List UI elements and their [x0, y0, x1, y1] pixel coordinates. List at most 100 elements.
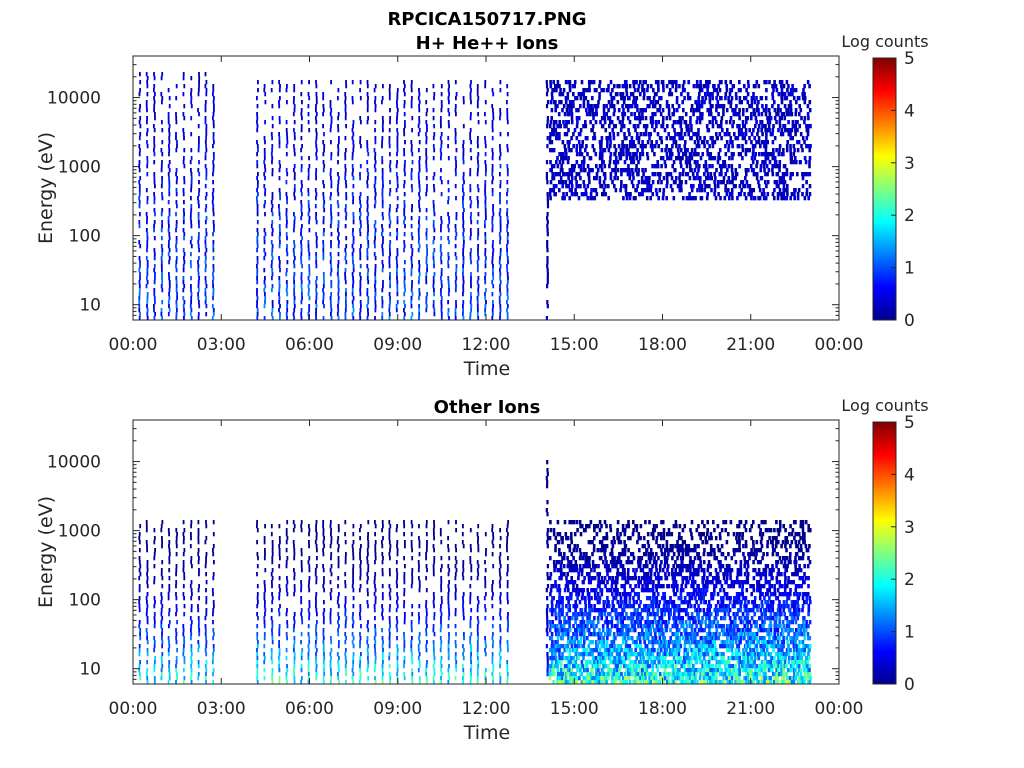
heatmap-cell: [359, 660, 362, 665]
heatmap-cell: [301, 292, 303, 297]
heatmap-cell: [582, 164, 585, 169]
heatmap-cell: [389, 556, 391, 561]
heatmap-cell: [278, 116, 281, 121]
heatmap-cell: [404, 224, 406, 229]
heatmap-cell: [344, 316, 347, 321]
heatmap-cell: [175, 316, 178, 321]
heatmap-cell: [381, 200, 384, 205]
heatmap-cell: [315, 244, 318, 249]
heatmap-cell: [190, 116, 193, 121]
heatmap-cell: [183, 232, 186, 237]
heatmap-cell: [499, 316, 501, 321]
heatmap-cell: [762, 140, 765, 145]
heatmap-cell: [359, 116, 362, 121]
heatmap-cell: [374, 556, 377, 561]
heatmap-cell: [352, 564, 355, 569]
heatmap-cell: [734, 92, 738, 97]
heatmap-cell: [161, 300, 164, 305]
heatmap-cell: [344, 632, 347, 637]
heatmap-cell: [359, 536, 361, 541]
heatmap-cell: [623, 96, 626, 101]
heatmap-cell: [366, 548, 369, 553]
heatmap-cell: [352, 228, 354, 233]
heatmap-cell: [789, 92, 792, 97]
heatmap-cell: [793, 192, 796, 197]
heatmap-cell: [344, 136, 347, 141]
heatmap-cell: [329, 660, 332, 665]
heatmap-cell: [300, 284, 303, 289]
heatmap-cell: [314, 568, 317, 573]
heatmap-cell: [271, 672, 274, 677]
heatmap-cell: [568, 104, 572, 109]
heatmap-cell: [630, 160, 633, 165]
heatmap-cell: [359, 216, 361, 221]
heatmap-cell: [417, 560, 420, 565]
heatmap-cell: [293, 188, 296, 193]
heatmap-cell: [146, 272, 149, 277]
heatmap-cell: [550, 164, 554, 169]
heatmap-cell: [555, 184, 558, 189]
heatmap-cell: [461, 572, 464, 577]
heatmap-cell: [757, 84, 761, 89]
heatmap-cell: [791, 124, 795, 129]
heatmap-cell: [717, 152, 721, 157]
heatmap-cell: [182, 208, 185, 213]
heatmap-cell: [323, 664, 326, 669]
heatmap-cell: [176, 140, 178, 145]
heatmap-cell: [447, 200, 449, 205]
heatmap-cell: [462, 196, 464, 201]
heatmap-cell: [322, 620, 325, 625]
heatmap-cell: [366, 92, 369, 97]
heatmap-cell: [462, 308, 464, 313]
heatmap-cell: [432, 176, 435, 181]
heatmap-cell: [374, 308, 377, 313]
heatmap-cell: [628, 176, 632, 181]
heatmap-cell: [658, 108, 661, 113]
heatmap-cell: [439, 248, 442, 253]
heatmap-cell: [330, 264, 333, 269]
heatmap-cell: [403, 580, 406, 585]
heatmap-cell: [685, 164, 689, 169]
heatmap-cell: [725, 88, 729, 93]
heatmap-cell: [418, 312, 421, 317]
heatmap-cell: [418, 108, 421, 113]
heatmap-cell: [293, 612, 296, 617]
heatmap-cell: [573, 164, 576, 169]
heatmap-cell: [293, 548, 296, 553]
heatmap-cell: [322, 528, 325, 533]
heatmap-cell: [300, 164, 303, 169]
heatmap-cell: [708, 156, 711, 161]
heatmap-cell: [300, 136, 303, 141]
heatmap-cell: [760, 192, 764, 197]
heatmap-cell: [389, 164, 391, 169]
heatmap-cell: [685, 128, 689, 133]
heatmap-cell: [581, 144, 584, 149]
heatmap-cell: [160, 608, 163, 613]
heatmap-cell: [330, 184, 333, 189]
heatmap-cell: [285, 224, 288, 229]
heatmap-cell: [271, 220, 274, 225]
heatmap-cell: [587, 80, 591, 85]
heatmap-cell: [374, 280, 377, 285]
heatmap-cell: [366, 200, 369, 205]
heatmap-cell: [271, 548, 274, 553]
heatmap-cell: [681, 156, 684, 161]
heatmap-cell: [183, 252, 186, 257]
heatmap-cell: [205, 256, 207, 261]
heatmap-cell: [146, 668, 149, 673]
heatmap-cell: [351, 256, 354, 261]
heatmap-cell: [433, 548, 435, 553]
heatmap-cell: [279, 196, 281, 201]
heatmap-cell: [713, 192, 716, 197]
heatmap-cell: [337, 224, 340, 229]
heatmap-cell: [778, 124, 782, 129]
heatmap-cell: [775, 180, 778, 185]
heatmap-cell: [425, 136, 428, 141]
heatmap-cell: [344, 608, 347, 613]
heatmap-cell: [425, 192, 428, 197]
heatmap-cell: [584, 88, 587, 93]
heatmap-cell: [440, 152, 443, 157]
heatmap-cell: [167, 636, 170, 641]
heatmap-cell: [594, 188, 598, 193]
heatmap-cell: [718, 104, 722, 109]
